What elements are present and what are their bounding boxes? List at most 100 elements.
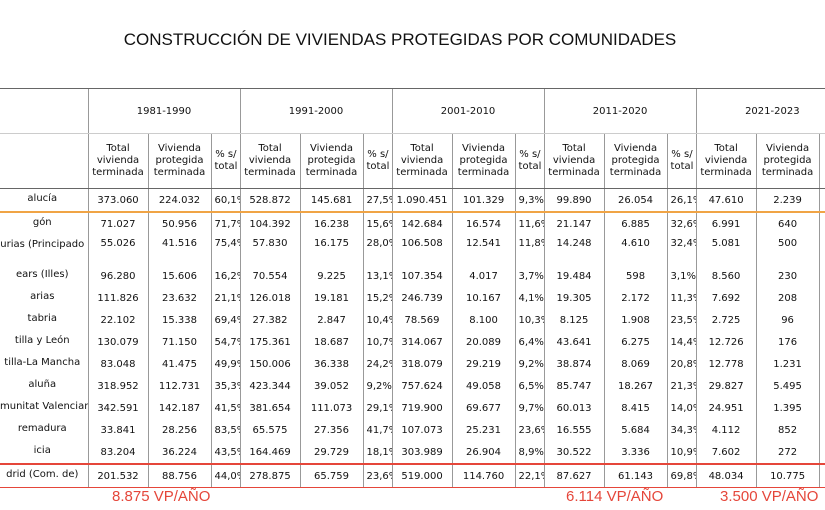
cell: 3,1% <box>666 265 697 287</box>
cell: 29.729 <box>299 441 364 464</box>
row-name: ears (Illes) <box>16 269 69 280</box>
cell: 30.522 <box>543 441 605 464</box>
cell: 246.739 <box>391 287 453 309</box>
cell: 41,5% <box>210 397 241 419</box>
row-name: aluña <box>28 379 57 390</box>
cell: 5.495 <box>755 375 820 397</box>
cell: 69,8% <box>666 463 697 488</box>
cell: 16.555 <box>543 419 605 441</box>
cell: 25.231 <box>451 419 516 441</box>
cell: 15.606 <box>147 265 211 287</box>
cell: 15,2% <box>362 287 393 309</box>
cell: 5.684 <box>603 419 668 441</box>
cell: 8.125 <box>543 309 605 331</box>
cell: 18.687 <box>299 331 364 353</box>
cell: 27,5% <box>362 188 393 213</box>
data-row: alucía373.060224.03260,1%528.872145.6812… <box>0 188 825 213</box>
cell: 126.018 <box>239 287 301 309</box>
cell: 3 <box>818 309 825 331</box>
cell: 35,3% <box>210 375 241 397</box>
row-name: icia <box>33 445 51 456</box>
row-name: arias <box>30 291 55 302</box>
row-name: tabria <box>27 313 57 324</box>
row-name: gón <box>32 217 52 228</box>
column-header: % s/ total <box>210 133 241 189</box>
cell: 519.000 <box>391 463 453 488</box>
cell: 21,3% <box>666 375 697 397</box>
cell: 8.069 <box>603 353 668 375</box>
data-row: aluña 318.952112.73135,3%423.34439.0529,2… <box>0 375 825 397</box>
column-header: Vivienda protegida terminada <box>755 133 820 189</box>
annotation: 8.875 VP/AÑO <box>112 488 211 505</box>
cell: 1.395 <box>755 397 820 419</box>
cell: 96 <box>755 309 820 331</box>
cell: 71,7% <box>210 212 241 235</box>
cell: 208 <box>755 287 820 309</box>
cell: 60,1% <box>210 188 241 213</box>
column-header: Vivienda protegida terminada <box>147 133 211 189</box>
row-name: alucía <box>0 188 88 213</box>
cell: 272 <box>755 441 820 464</box>
table-wrap: 1981-1990 1991-2000 2001-2010 2011-2020 2021… <box>0 88 825 488</box>
data-row: urias (Principado55.02641.51675,4%57.830… <box>0 235 825 265</box>
cell: 10.775 <box>755 463 820 488</box>
cell: 16.175 <box>299 235 364 265</box>
cell: 9,2% <box>362 375 393 397</box>
cell: 87.627 <box>543 463 605 488</box>
row-name: tilla-La Mancha <box>4 357 81 368</box>
cell: 3,7% <box>514 265 545 287</box>
cell: 10,9% <box>666 441 697 464</box>
cell: 423.344 <box>239 375 301 397</box>
column-header: Total vivienda terminada <box>87 133 148 189</box>
cell: 175.361 <box>239 331 301 353</box>
cell: 10.167 <box>451 287 516 309</box>
cell: 757.624 <box>391 375 453 397</box>
cell: 19.181 <box>299 287 364 309</box>
cell: 4.017 <box>451 265 516 287</box>
cell: 26.054 <box>603 188 668 213</box>
cell: 83.204 <box>87 441 148 464</box>
cell: 26.904 <box>451 441 516 464</box>
cell: 27.382 <box>239 309 301 331</box>
cell: 111.073 <box>299 397 364 419</box>
cell: 14.248 <box>543 235 605 265</box>
cell: 24,2% <box>362 353 393 375</box>
cell: 528.872 <box>239 188 301 213</box>
cell: 2 <box>818 265 825 287</box>
cell: 32,4% <box>666 235 697 265</box>
cell: 12.726 <box>695 331 757 353</box>
cell: 9,7% <box>514 397 545 419</box>
cell: 3 <box>818 441 825 464</box>
cell: 4 <box>818 188 825 213</box>
cell: 6.885 <box>603 212 668 235</box>
cell: 23,6% <box>514 419 545 441</box>
cell: 318.079 <box>391 353 453 375</box>
cell: 18.267 <box>603 375 668 397</box>
data-row: icia83.20436.22443,5%164.46929.72918,1%3… <box>0 441 825 464</box>
cell: 20.089 <box>451 331 516 353</box>
column-header: % s/ total <box>362 133 393 189</box>
cell: 49,9% <box>210 353 241 375</box>
period-header: 2001-2010 <box>391 88 545 134</box>
cell: 107.073 <box>391 419 453 441</box>
cell: 164.469 <box>239 441 301 464</box>
column-header: Total vivienda terminada <box>543 133 605 189</box>
cell: 29.827 <box>695 375 757 397</box>
cell: 852 <box>755 419 820 441</box>
cell: 75,4% <box>210 235 241 265</box>
data-row: tabria 22.10215.33869,4%27.3822.84710,4%7… <box>0 309 825 331</box>
cell: 71.150 <box>147 331 211 353</box>
data-row: arias 111.82623.63221,1%126.01819.18115,2… <box>0 287 825 309</box>
period-header: 2011-2020 <box>543 88 697 134</box>
cell: 48.034 <box>695 463 757 488</box>
cell: 43.641 <box>543 331 605 353</box>
cell: 22.102 <box>87 309 148 331</box>
cell: 19.484 <box>543 265 605 287</box>
cell: 88.756 <box>147 463 211 488</box>
cell: 107.354 <box>391 265 453 287</box>
cell: 2.239 <box>755 188 820 213</box>
cell: 47.610 <box>695 188 757 213</box>
cell: 29.219 <box>451 353 516 375</box>
cell: 6.991 <box>695 212 757 235</box>
